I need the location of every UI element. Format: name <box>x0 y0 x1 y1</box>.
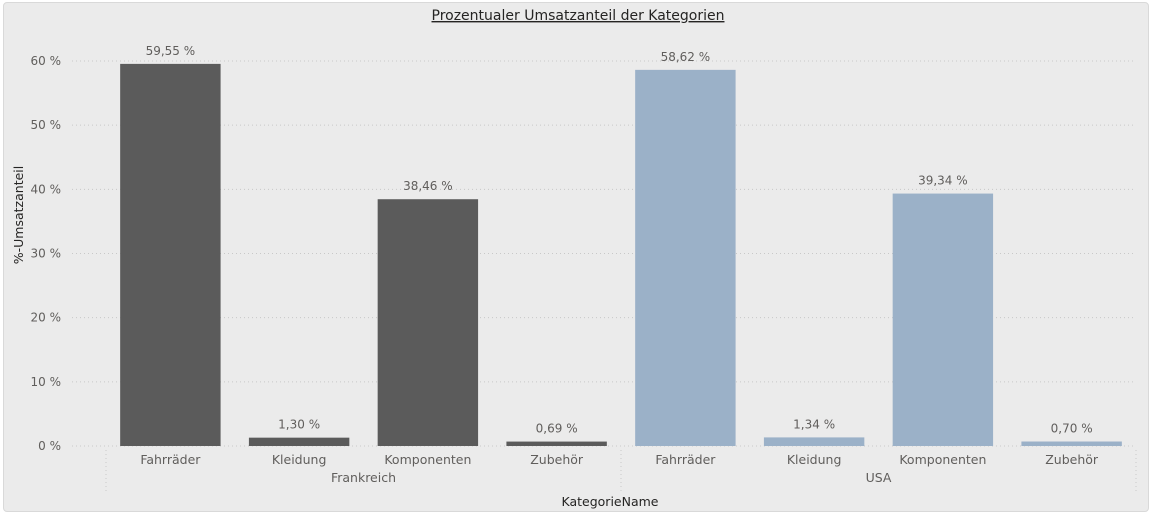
y-axis: 0 % 10 % 20 % 30 % 40 % 50 % 60 % <box>31 54 62 453</box>
y-axis-title: %-Umsatzanteil <box>11 166 26 264</box>
bar[interactable] <box>635 69 736 446</box>
x-axis: Fahrräder Kleidung Komponenten Zubehör Frank… <box>105 450 1137 494</box>
bar[interactable] <box>377 199 479 446</box>
bar-chart: Prozentualer Umsatzanteil der Kategorien… <box>11 8 1137 509</box>
data-label: 1,34 % <box>793 417 835 431</box>
x-category-label: Kleidung <box>787 452 842 467</box>
x-axis-title: KategorieName <box>562 494 659 509</box>
data-label: 0,69 % <box>536 422 578 436</box>
data-labels: 59,55 % 1,30 % 38,46 % 0,69 % 58,62 % 1,34 % 3… <box>146 44 1093 436</box>
y-tick-label: 30 % <box>31 247 62 261</box>
x-category-label: Komponenten <box>384 452 471 467</box>
bar[interactable] <box>120 63 221 446</box>
x-category-label: Zubehör <box>530 452 584 467</box>
data-label: 1,30 % <box>278 418 320 432</box>
y-tick-label: 60 % <box>31 54 62 68</box>
x-group-label: Frankreich <box>331 470 396 485</box>
bar[interactable] <box>1021 441 1122 446</box>
x-category-label: Fahrräder <box>655 452 716 467</box>
data-label: 59,55 % <box>146 44 196 58</box>
bar[interactable] <box>506 441 607 446</box>
data-label: 38,46 % <box>403 179 453 193</box>
y-tick-label: 50 % <box>31 118 62 132</box>
bar[interactable] <box>763 437 865 446</box>
x-category-label: Kleidung <box>272 452 327 467</box>
x-group-label: USA <box>866 470 892 485</box>
data-label: 0,70 % <box>1051 422 1093 436</box>
bars <box>120 63 1122 446</box>
x-category-label: Zubehör <box>1045 452 1099 467</box>
x-category-label: Fahrräder <box>140 452 201 467</box>
y-tick-label: 0 % <box>38 439 61 453</box>
chart-panel: Prozentualer Umsatzanteil der Kategorien… <box>3 2 1149 512</box>
data-label: 39,34 % <box>918 174 968 188</box>
y-tick-label: 20 % <box>31 311 62 325</box>
chart-title: Prozentualer Umsatzanteil der Kategorien <box>432 8 725 24</box>
y-tick-label: 40 % <box>31 182 62 196</box>
y-tick-label: 10 % <box>31 375 62 389</box>
bar[interactable] <box>248 437 350 446</box>
bar[interactable] <box>892 193 994 446</box>
x-category-label: Komponenten <box>899 452 986 467</box>
data-label: 58,62 % <box>661 50 711 64</box>
